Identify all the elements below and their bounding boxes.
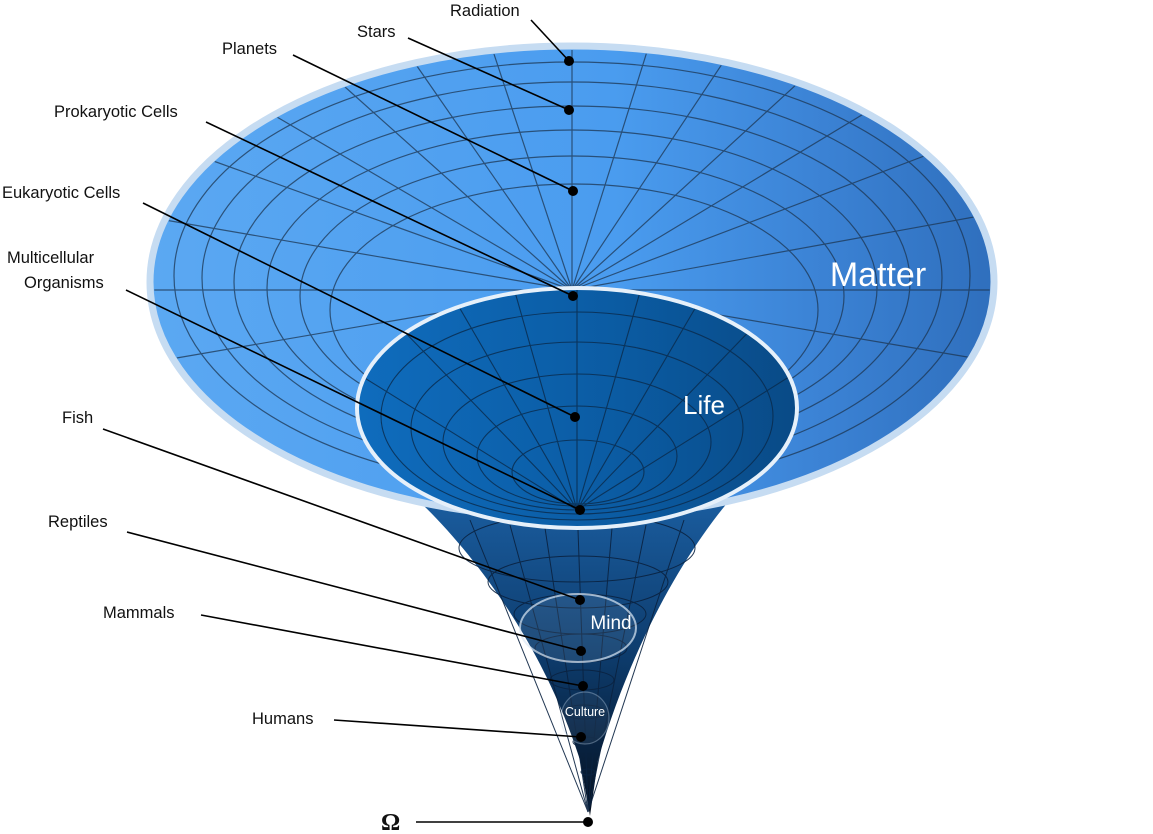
marker-mammals bbox=[578, 681, 588, 691]
label-multicellular-line2: Organisms bbox=[24, 274, 104, 292]
marker-radiation bbox=[564, 56, 574, 66]
leader-stars bbox=[407, 37, 570, 111]
marker-omega bbox=[583, 817, 593, 827]
label-stars: Stars bbox=[357, 23, 396, 41]
label-fish: Fish bbox=[62, 409, 93, 427]
label-humans: Humans bbox=[252, 710, 313, 728]
label-eukaryotic: Eukaryotic Cells bbox=[2, 184, 120, 202]
region-culture-label: Culture bbox=[565, 705, 605, 719]
marker-eukaryotic bbox=[570, 412, 580, 422]
leader-multicellular bbox=[125, 289, 581, 511]
marker-planets bbox=[568, 186, 578, 196]
stage-markers bbox=[564, 56, 593, 827]
label-omega: Ω bbox=[381, 810, 400, 834]
mind-ring bbox=[519, 593, 637, 663]
marker-fish bbox=[575, 595, 585, 605]
marker-reptiles bbox=[576, 646, 586, 656]
culture-ring bbox=[560, 691, 610, 745]
label-reptiles: Reptiles bbox=[48, 513, 108, 531]
life-grid bbox=[359, 290, 795, 521]
leader-reptiles bbox=[126, 531, 582, 652]
marker-humans bbox=[576, 732, 586, 742]
throat-grid bbox=[458, 513, 696, 813]
life-rim bbox=[355, 286, 799, 530]
region-life-label: Life bbox=[683, 390, 725, 420]
region-matter-label: Matter bbox=[830, 256, 926, 294]
label-planets: Planets bbox=[222, 40, 277, 58]
leader-radiation bbox=[530, 19, 570, 62]
label-mammals: Mammals bbox=[103, 604, 175, 622]
leader-prokaryotic bbox=[205, 121, 574, 297]
marker-prokaryotic bbox=[568, 291, 578, 301]
leader-fish bbox=[102, 428, 581, 601]
leader-planets bbox=[292, 54, 574, 192]
leader-mammals bbox=[200, 614, 584, 687]
leader-eukaryotic bbox=[142, 202, 576, 418]
stage-labels: Radiation Stars Planets Prokaryotic Cell… bbox=[2, 2, 520, 834]
label-radiation: Radiation bbox=[450, 2, 520, 20]
leader-lines bbox=[102, 19, 588, 823]
region-mind-label: Mind bbox=[590, 613, 631, 634]
leader-humans bbox=[333, 719, 582, 738]
label-prokaryotic: Prokaryotic Cells bbox=[54, 103, 178, 121]
marker-multicellular bbox=[575, 505, 585, 515]
marker-stars bbox=[564, 105, 574, 115]
label-multicellular-line1: Multicellular bbox=[7, 249, 95, 267]
funnel-throat bbox=[420, 502, 728, 816]
